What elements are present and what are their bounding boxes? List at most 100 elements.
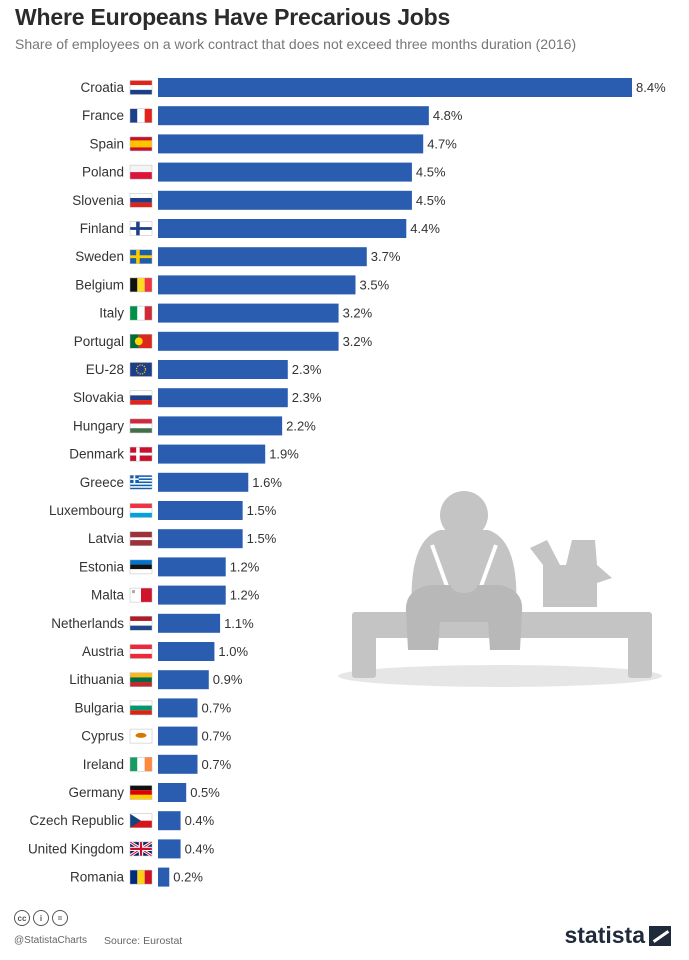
statista-logo: statista [564,922,671,949]
bar-row: Latvia 1.5% [88,529,277,549]
slovakia-flag-icon [129,390,153,405]
bar-row: Cyprus 0.7% [81,726,232,746]
croatia-flag-icon [129,80,153,95]
bar-row: Spain 4.7% [89,134,457,154]
bar-row: Malta 1.2% [91,585,260,605]
bar [158,811,181,831]
value-label: 3.2% [343,306,373,321]
latvia-flag-icon [129,531,153,546]
category-label: Bulgaria [74,700,124,715]
bar [158,388,288,408]
bars-group: Croatia 8.4% France 4.8% Spain 4.7% Poland 4.5%… [28,78,666,887]
category-label: Estonia [79,559,125,574]
hungary-flag-icon [129,418,153,434]
bar-row: Greece 1.6% [80,472,282,492]
value-label: 1.5% [247,531,277,546]
bar-row: Netherlands 1.1% [51,613,254,633]
bar [158,106,429,126]
bar-row: Austria 1.0% [82,642,249,661]
bar [158,360,288,379]
category-label: EU-28 [86,362,124,377]
twitter-handle: @StatistaCharts [14,935,87,946]
value-label: 3.2% [343,334,373,349]
portugal-flag-icon [129,334,153,349]
category-label: Austria [82,644,125,659]
france-flag-icon [129,108,153,123]
cyprus-flag-icon [129,728,153,744]
value-label: 4.8% [433,108,463,123]
bar-row: Sweden 3.7% [75,247,401,267]
bar [158,501,243,520]
category-label: Germany [68,785,124,800]
footer: cc i = @StatistaCharts Source: Eurostat [14,910,182,952]
bar-row: Croatia 8.4% [80,78,666,97]
person-sitting-on-bench-with-box-icon [338,491,662,687]
bar [158,839,181,859]
united-kingdom-flag-icon [129,840,153,858]
value-label: 8.4% [636,80,666,95]
statista-logo-icon [649,925,671,946]
finland-flag-icon [129,221,153,236]
bar [158,78,632,97]
bar-row: Germany 0.5% [68,783,220,802]
bar [158,275,356,295]
bar [158,783,187,802]
value-label: 2.3% [292,362,322,377]
category-label: Spain [89,136,124,151]
value-label: 0.4% [185,813,215,828]
value-label: 0.7% [202,757,232,772]
denmark-flag-icon [129,446,153,462]
value-label: 1.2% [230,588,260,603]
creative-commons-icon: cc [14,910,30,926]
bar [158,162,412,182]
italy-flag-icon [129,305,153,321]
bar-row: Portugal 3.2% [74,331,373,351]
bar-row: Ireland 0.7% [83,754,232,774]
bar [158,331,339,351]
bar [158,247,367,267]
value-label: 4.5% [416,165,446,180]
bar [158,867,170,887]
value-label: 1.2% [230,559,260,574]
attribution-icon: i [33,910,49,926]
value-label: 0.5% [190,785,220,800]
category-label: Malta [91,588,125,603]
value-label: 0.9% [213,672,243,687]
value-label: 0.2% [173,870,203,885]
category-label: Sweden [75,249,124,264]
value-label: 4.7% [427,136,457,151]
bar-row: Bulgaria 0.7% [74,698,232,718]
category-label: Slovakia [73,390,125,405]
category-label: Denmark [69,447,124,462]
category-label: Belgium [75,277,124,292]
eu-flag-icon [129,362,153,377]
bar-row: Czech Republic 0.4% [29,811,215,831]
category-label: Lithuania [69,672,124,687]
bar-row: Romania 0.2% [70,867,203,887]
category-label: France [82,108,124,123]
luxembourg-flag-icon [129,503,153,518]
value-label: 0.4% [185,841,215,856]
malta-flag-icon [129,587,153,603]
bar-row: Belgium 3.5% [75,275,390,295]
license-icons: cc i = [14,910,68,926]
spain-flag-icon [129,136,153,152]
bar [158,444,266,464]
bar-row: Poland 4.5% [82,162,446,182]
source-note: Source: Eurostat [104,935,183,947]
value-label: 1.5% [247,503,277,518]
romania-flag-icon [129,869,153,885]
austria-flag-icon [129,644,153,659]
category-label: Greece [80,475,124,490]
category-label: United Kingdom [28,841,124,856]
bar [158,642,215,661]
bar-row: Italy 3.2% [99,303,373,323]
germany-flag-icon [129,785,153,800]
czech-republic-flag-icon [129,813,153,828]
category-label: Portugal [74,334,124,349]
bar [158,585,226,605]
bar-row: Slovakia 2.3% [73,388,322,408]
chart-title: Where Europeans Have Precarious Jobs [15,4,451,30]
value-label: 3.5% [360,277,390,292]
category-label: Hungary [73,418,124,433]
